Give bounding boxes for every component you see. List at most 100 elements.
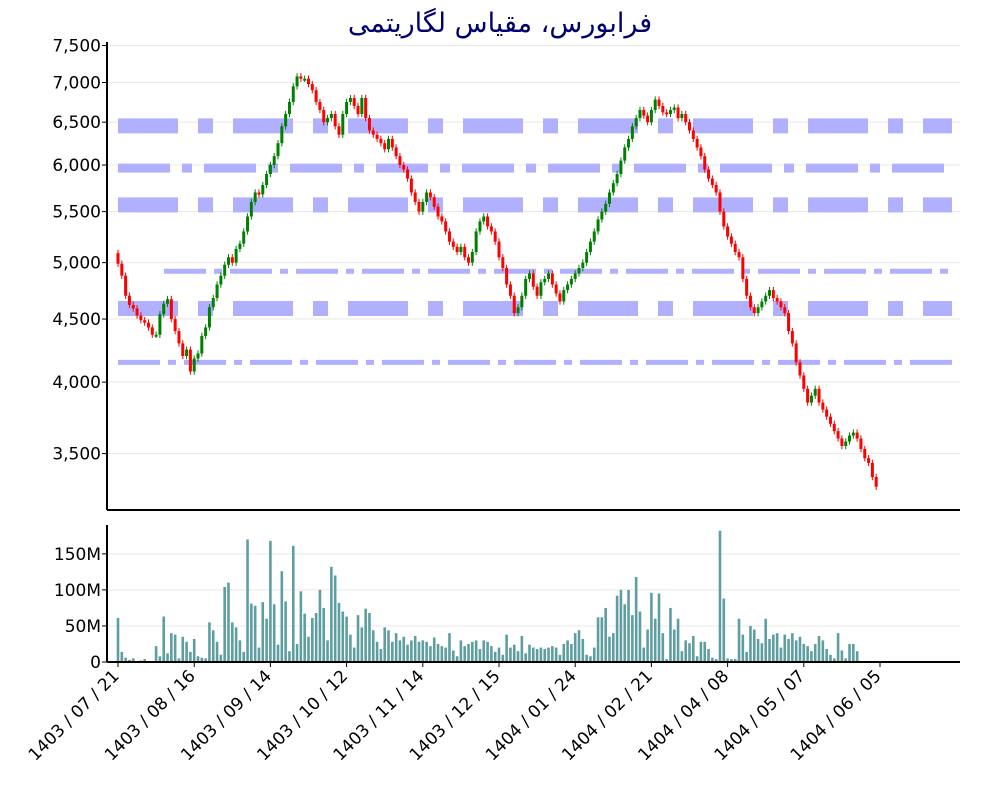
candle-body — [383, 143, 387, 150]
volume-bar — [718, 530, 722, 662]
candle-body — [566, 284, 570, 291]
price-tick-label: 6,000 — [52, 156, 101, 176]
candle-body — [836, 431, 840, 439]
volume-bar — [299, 591, 303, 662]
volume-bar — [417, 641, 421, 662]
candle-body — [764, 295, 768, 302]
volume-bar — [162, 616, 166, 662]
candle-body — [512, 295, 516, 314]
candle-body — [695, 138, 699, 148]
volume-bar — [131, 658, 135, 662]
volume-bar — [196, 656, 200, 662]
volume-bar — [459, 640, 463, 662]
candle-body — [447, 231, 451, 242]
volume-bar — [333, 575, 337, 662]
volume-bar — [265, 618, 268, 662]
volume-bar — [699, 641, 703, 662]
candle-body — [516, 307, 520, 314]
candle-body — [276, 143, 280, 157]
volume-bar — [208, 622, 211, 662]
volume-bar — [345, 616, 348, 662]
candle-body — [303, 78, 307, 81]
candle-body — [253, 192, 257, 202]
volume-bar — [638, 611, 642, 662]
candle-body — [653, 99, 657, 110]
candle-body — [223, 264, 227, 276]
price-tick-label: 4,500 — [52, 310, 101, 330]
volume-bar — [802, 643, 806, 662]
volume-bar — [741, 634, 745, 662]
candle-body — [722, 211, 726, 227]
volume-bar — [478, 649, 482, 662]
candle-body — [341, 113, 345, 135]
candle-body — [562, 290, 566, 302]
candle-body — [162, 303, 166, 315]
volume-bar — [158, 656, 162, 662]
candle-body — [219, 275, 223, 285]
candle-body — [733, 243, 737, 253]
volume-bar — [314, 612, 318, 662]
candle-body — [265, 174, 269, 186]
candle-body — [870, 462, 874, 478]
volume-bar — [326, 640, 329, 662]
volume-bar — [436, 643, 440, 662]
candle-body — [474, 231, 478, 253]
candle-body — [409, 178, 413, 193]
candle-body — [280, 126, 284, 144]
candle-body — [287, 101, 291, 114]
candle-body — [116, 253, 120, 264]
candle-body — [707, 169, 711, 179]
candle-body — [185, 349, 189, 356]
volume-bar — [615, 595, 619, 662]
candle-body — [569, 278, 573, 285]
candle-body — [535, 286, 539, 296]
volume-bar — [627, 589, 630, 662]
candle-body — [493, 231, 497, 242]
candle-body — [524, 278, 528, 296]
candle-body — [230, 257, 234, 263]
volume-bar — [596, 617, 600, 662]
candle-body — [840, 438, 844, 446]
candle-body — [192, 358, 196, 372]
volume-tick-label: 0 — [90, 653, 101, 673]
volume-bar — [684, 640, 687, 662]
candle-body — [124, 275, 128, 296]
candle-body — [268, 165, 272, 175]
volume-bar — [352, 647, 356, 662]
candle-body — [508, 284, 512, 296]
volume-bar — [425, 641, 428, 662]
candle-body — [310, 84, 314, 91]
volume-bar — [775, 633, 779, 662]
candle-body — [554, 284, 558, 294]
candle-body — [463, 246, 467, 258]
volume-bar — [768, 638, 771, 662]
candle-body — [768, 290, 772, 296]
candle-body — [539, 282, 543, 296]
volume-bar — [189, 651, 192, 662]
candle-body — [638, 109, 642, 119]
candle-body — [558, 293, 562, 302]
candle-body — [588, 241, 592, 253]
candle-body — [364, 98, 368, 119]
volume-bar — [368, 612, 371, 662]
candle-body — [451, 241, 455, 247]
candle-body — [211, 298, 215, 308]
volume-bar — [471, 641, 474, 662]
volume-bar — [387, 630, 390, 662]
candle-body — [284, 113, 288, 127]
volume-bar — [128, 659, 131, 662]
volume-bar — [840, 650, 844, 662]
candle-body — [127, 295, 131, 305]
volume-bar — [711, 657, 714, 662]
candle-body — [813, 388, 817, 396]
candle-body — [333, 113, 337, 127]
volume-bar — [665, 659, 668, 662]
volume-bar — [204, 658, 207, 662]
candle-body — [775, 298, 779, 302]
candle-body — [604, 203, 608, 212]
volume-bar — [543, 649, 547, 662]
volume-bar — [631, 615, 634, 662]
volume-bar — [806, 646, 809, 662]
volume-bar — [295, 643, 299, 662]
